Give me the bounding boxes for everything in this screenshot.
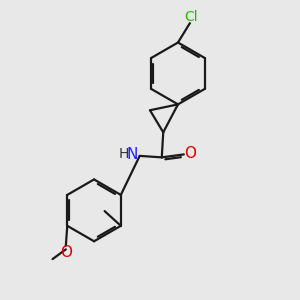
Text: Cl: Cl: [184, 10, 198, 24]
Text: N: N: [127, 147, 138, 162]
Text: O: O: [60, 245, 72, 260]
Text: H: H: [118, 147, 129, 161]
Text: O: O: [184, 146, 196, 161]
